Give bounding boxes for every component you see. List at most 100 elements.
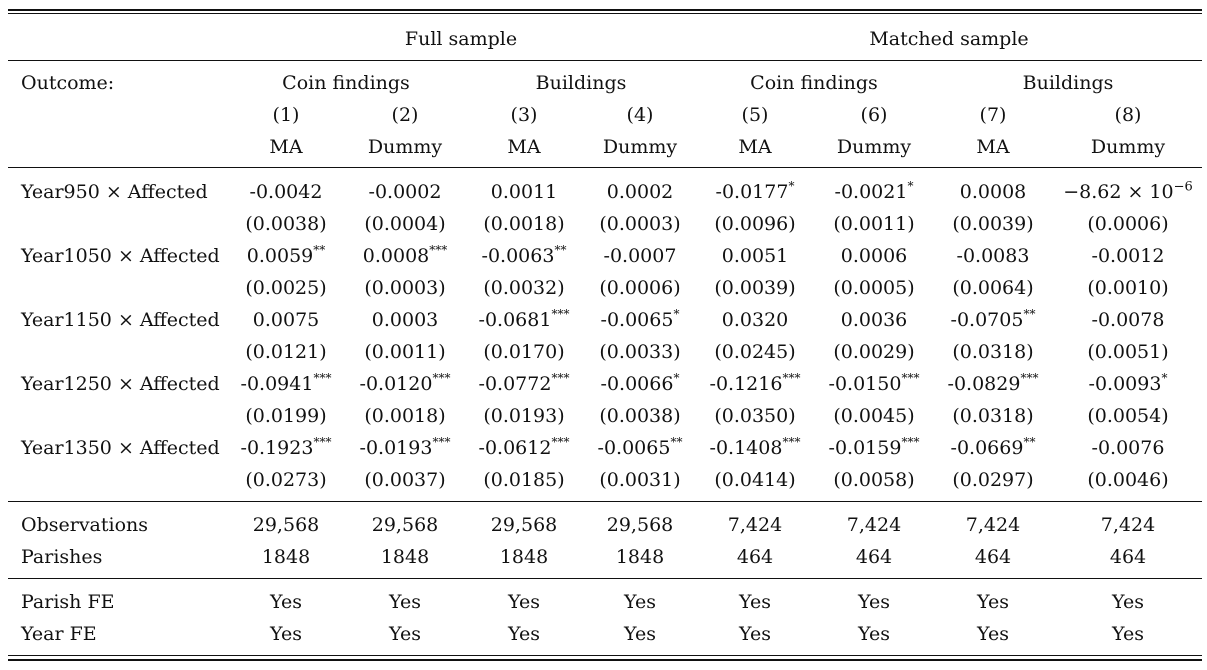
standard-error-cell: (0.0003): [599, 213, 681, 235]
coefficient-cell: 0.0003: [372, 309, 438, 331]
coefficient-cell: -0.1408***: [710, 434, 801, 459]
coefficient-cell: -0.0150***: [829, 372, 920, 395]
standard-error-cell: (0.0199): [245, 405, 327, 427]
fe-value: Yes: [389, 591, 421, 613]
coefficient-value: -0.0042: [249, 181, 323, 203]
coefficient-cell: 0.0051: [722, 245, 788, 267]
coefficient-value: -0.0078: [1091, 309, 1165, 331]
coefficient-cell: 0.0320: [722, 309, 788, 331]
fe-value: Yes: [977, 591, 1009, 613]
coefficient-value: -0.0076: [1091, 437, 1165, 459]
significance-stars: **: [313, 242, 326, 257]
coefficient-cell: 0.0002: [607, 181, 673, 203]
stat-label: Parishes: [21, 546, 103, 568]
coefficient-cell: -0.0065*: [600, 306, 680, 331]
stat-value: 7,424: [1100, 514, 1156, 536]
coefficient-cell: -0.0772***: [479, 372, 570, 395]
standard-error-cell: (0.0414): [714, 469, 796, 491]
coefficient-cell: -0.0669**: [950, 436, 1036, 459]
significance-stars: *: [673, 306, 680, 321]
column-type: MA: [976, 136, 1010, 158]
column-number: (4): [626, 104, 654, 126]
standard-error-cell: (0.0121): [245, 341, 327, 363]
top-rule-outer: [8, 9, 1202, 11]
coefficient-cell: 0.0036: [841, 309, 907, 331]
coefficient-value: -0.0012: [1091, 245, 1165, 267]
standard-error-cell: (0.0018): [483, 213, 565, 235]
coefficient-value: -0.1216: [709, 373, 783, 395]
fe-value: Yes: [858, 591, 890, 613]
significance-stars: *: [1161, 370, 1168, 385]
significance-stars: ***: [782, 434, 801, 449]
standard-error-cell: (0.0025): [245, 277, 327, 299]
significance-stars: *: [907, 178, 914, 193]
coefficient-cell: -0.0002: [369, 181, 442, 203]
standard-error-cell: (0.0051): [1087, 341, 1169, 363]
fe-value: Yes: [624, 623, 656, 645]
coefficient-cell: -0.0093*: [1088, 370, 1168, 395]
coefficient-cell: -0.0177*: [716, 180, 795, 203]
stat-value: 29,568: [606, 514, 674, 536]
coefficient-value: -0.0941: [240, 373, 314, 395]
column-type: MA: [269, 136, 303, 158]
column-type: Dummy: [836, 136, 912, 158]
stat-label: Observations: [21, 514, 149, 536]
coefficient-cell: -0.0078: [1092, 309, 1165, 331]
coefficient-value: -0.0669: [950, 437, 1024, 459]
significance-stars: **: [670, 434, 683, 449]
standard-error-cell: (0.0039): [952, 213, 1034, 235]
coefficient-cell: -0.0063**: [481, 244, 567, 267]
coefficient-cell: -0.0021*: [834, 178, 914, 203]
exponent: −6: [1173, 179, 1193, 195]
fe-value: Yes: [1112, 591, 1144, 613]
top-rule-inner: [8, 13, 1202, 14]
coefficient-cell: 0.0059**: [247, 242, 326, 267]
column-type: Dummy: [602, 136, 678, 158]
coefficient-cell: -0.0012: [1092, 245, 1165, 267]
standard-error-cell: (0.0273): [245, 469, 327, 491]
coefficient-value: -0.0002: [368, 181, 442, 203]
coefficient-cell: -0.0007: [604, 245, 677, 267]
row-label: Year950 × Affected: [21, 181, 208, 203]
significance-stars: ***: [782, 370, 801, 385]
standard-error-cell: (0.0003): [364, 277, 446, 299]
coefficient-value: 0.0011: [490, 181, 558, 203]
fe-value: Yes: [858, 623, 890, 645]
coefficient-value: 0.0003: [371, 309, 439, 331]
stat-value: 7,424: [727, 514, 783, 536]
coefficient-cell: -0.1923***: [241, 434, 332, 459]
coefficient-value: -0.0007: [603, 245, 677, 267]
coefficient-value: -0.0065: [600, 309, 674, 331]
standard-error-cell: (0.0039): [714, 277, 796, 299]
coefficient-value: -0.0021: [834, 181, 908, 203]
row-label: Year1050 × Affected: [21, 245, 220, 267]
stat-value: 464: [974, 546, 1012, 568]
significance-stars: ***: [313, 434, 332, 449]
coefficient-cell: -0.0159***: [829, 436, 920, 459]
fe-value: Yes: [739, 623, 771, 645]
coefficient-cell: -0.0941***: [240, 372, 332, 395]
standard-error-cell: (0.0045): [833, 405, 915, 427]
standard-error-cell: (0.0297): [952, 469, 1034, 491]
standard-error-cell: (0.0006): [1087, 213, 1169, 235]
standard-error-cell: (0.0037): [364, 469, 446, 491]
standard-error-cell: (0.0018): [364, 405, 446, 427]
stat-value: 7,424: [965, 514, 1021, 536]
fe-value: Yes: [977, 623, 1009, 645]
stat-value: 1848: [499, 546, 549, 568]
row-label: Year1150 × Affected: [21, 309, 220, 331]
significance-stars: ***: [551, 306, 570, 321]
standard-error-cell: (0.0038): [245, 213, 327, 235]
standard-error-cell: (0.0096): [714, 213, 796, 235]
significance-stars: ***: [1020, 370, 1039, 385]
fe-value: Yes: [1112, 623, 1144, 645]
fe-value: Yes: [508, 623, 540, 645]
coefficient-cell: -0.0042: [250, 181, 323, 203]
coefficient-value: -0.0093: [1088, 373, 1162, 395]
stat-value: 464: [1109, 546, 1147, 568]
column-number: (5): [741, 104, 769, 126]
column-number: (7): [979, 104, 1007, 126]
coefficient-value: -0.0063: [481, 245, 555, 267]
standard-error-cell: (0.0033): [599, 341, 681, 363]
column-type: Dummy: [367, 136, 443, 158]
